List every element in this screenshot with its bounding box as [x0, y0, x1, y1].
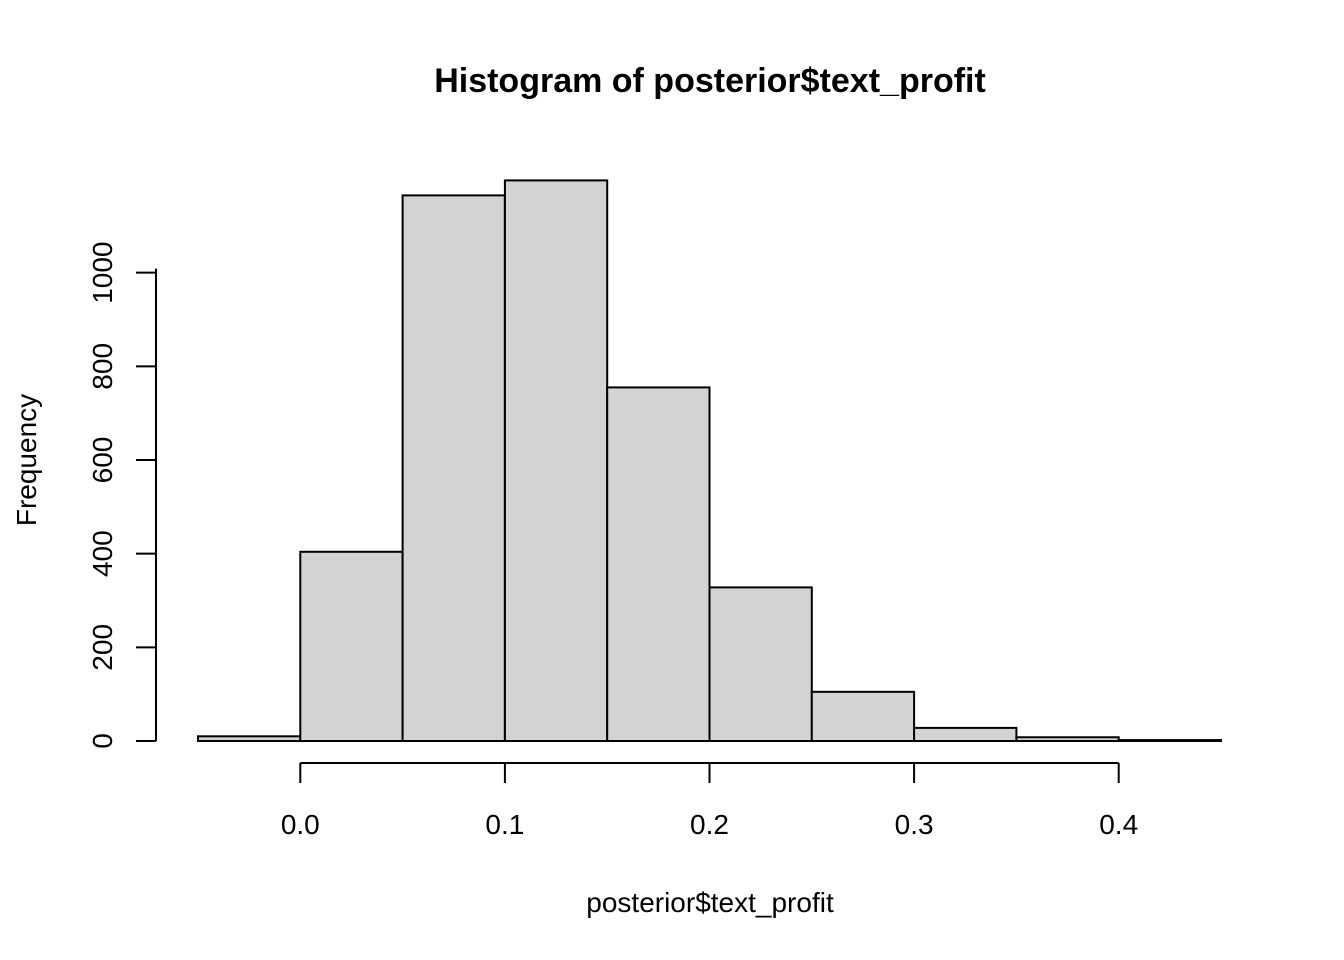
y-tick-label: 1000 [87, 242, 118, 304]
x-tick-label: 0.4 [1099, 809, 1138, 840]
y-tick-label: 600 [87, 437, 118, 484]
x-tick-label: 0.2 [690, 809, 729, 840]
histogram-bar [197, 735, 302, 742]
x-axis-label: posterior$text_profit [586, 887, 834, 918]
chart-title: Histogram of posterior$text_profit [434, 62, 986, 100]
y-axis: 0 200 400 600 800 1000 [87, 242, 157, 749]
histogram-bar [1015, 736, 1120, 743]
histogram-bar [299, 550, 404, 742]
histogram-bar [810, 690, 916, 743]
histogram-bar [708, 586, 813, 742]
histogram-bar [606, 386, 711, 742]
y-tick-label: 400 [87, 530, 118, 577]
x-tick-label: 0.0 [281, 809, 320, 840]
histogram-bar [913, 726, 1018, 742]
y-axis-label: Frequency [11, 394, 42, 526]
y-tick-label: 800 [87, 343, 118, 390]
histogram-bar [503, 179, 609, 742]
x-tick-label: 0.1 [485, 809, 524, 840]
histogram-bar [401, 194, 506, 742]
histogram-bar [1117, 739, 1222, 743]
x-tick-label: 0.3 [895, 809, 934, 840]
x-axis: 0.0 0.1 0.2 0.3 0.4 [281, 762, 1138, 840]
y-tick-label: 0 [87, 733, 118, 749]
y-tick-label: 200 [87, 624, 118, 671]
bars-group [197, 179, 1222, 743]
